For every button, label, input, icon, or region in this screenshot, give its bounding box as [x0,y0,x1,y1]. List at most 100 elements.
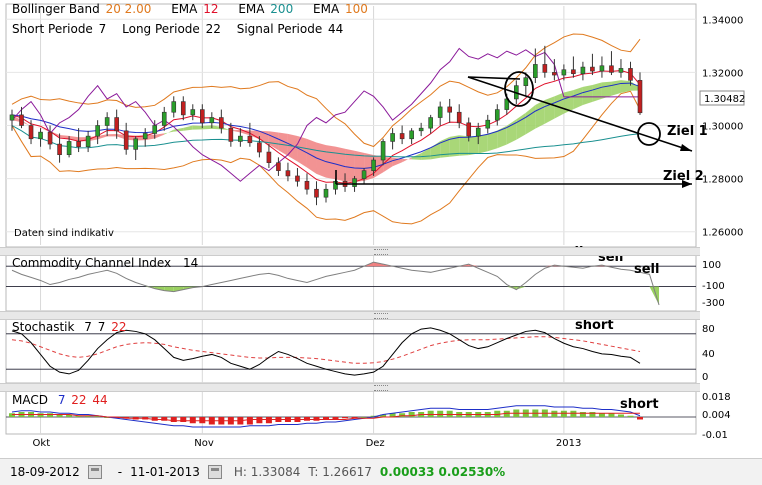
cloud-segment [59,135,70,139]
last-price-label: 1.30482 [704,94,745,105]
calendar-icon[interactable] [87,465,102,479]
splitter-grip [374,385,388,391]
cloud-segment [516,112,526,140]
cloud-segment [221,126,231,131]
price-tick-label: 1.32000 [702,68,743,79]
stoch-tick-label: 0 [702,372,708,383]
macd-signal-line [12,412,640,422]
candle-body [371,159,376,171]
macd-plot [6,405,696,428]
macd-histogram-bar [380,414,387,417]
cloud-segment [563,90,574,114]
macd-histogram-bar [37,413,44,417]
bollinger-params: 20 2.00 [105,2,152,16]
candle-body [475,127,481,137]
candle-body [390,133,395,142]
candle-body [152,125,158,134]
cloud-segment [402,157,412,163]
cloud-segment [468,135,479,156]
candle-body [257,142,262,153]
cci-label: Commodity Channel Index [12,256,172,270]
panel-splitter-2[interactable] [0,311,700,320]
ema2-label: EMA [238,2,265,16]
cloud-segment [335,146,346,182]
ema2-period: 200 [270,2,294,16]
date-separator: - [117,465,123,479]
cloud-segment [535,100,545,129]
ema3-label: EMA [313,2,340,16]
stoch-d-line [11,336,641,364]
calendar-icon[interactable] [207,465,222,479]
candle-body [57,143,62,156]
candle-body [180,101,186,116]
cloud-segment [582,84,593,106]
macd-signal: 44 [92,393,108,407]
candle-body [123,130,129,150]
start-date: 18-09-2012 [10,465,80,479]
stochastic-plot [6,327,696,376]
cloud-segment [345,148,355,182]
cloud-segment [164,129,174,135]
cloud-segment [69,135,79,142]
candle-body [590,66,595,72]
long-period-label: Long Periode [122,22,200,36]
macd-histogram-bar [617,414,624,417]
cci-tick-label: -300 [702,298,725,309]
cloud-segment [107,134,117,137]
cloud-segment [240,130,250,136]
macd-histogram-bar [332,417,339,420]
cci-period: 14 [182,256,199,270]
cloud-segment [306,138,317,174]
panel-splitter-1[interactable] [0,247,700,256]
panel-splitter-3[interactable] [0,383,700,392]
candle-body [580,66,586,75]
highlight-circle [504,71,534,107]
candle-body [247,135,253,144]
macd-histogram-bar [361,417,368,418]
macd-histogram-bar [427,410,434,417]
target-2-label: Ziel 2 [663,169,704,184]
macd-histogram-bar [161,417,168,421]
candle-body [428,117,433,129]
change-value: 0.00033 [379,465,435,479]
x-tick-label: Nov [194,438,214,449]
macd-histogram-bar [627,415,634,417]
candle-body [618,68,624,73]
macd-histogram-bar [570,410,577,417]
macd-histogram-bar [399,413,406,417]
main-legend-row1: Bollinger Band 20 2.00 EMA 12 EMA 200 EM… [12,2,370,16]
short-label: short [575,318,614,333]
cloud-segment [31,126,41,129]
candle-body [399,133,405,140]
target-circle [637,122,661,146]
stoch-tick-label: 40 [702,349,715,360]
x-tick-label: Dez [366,438,385,449]
cloud-segment [88,135,98,142]
low-value: T: 1.26617 [308,465,372,479]
candle-body [266,151,272,163]
end-date: 11-01-2013 [130,465,200,479]
macd-histogram-bar [256,417,263,424]
macd-histogram-bar [66,414,73,417]
macd-histogram-bar [180,417,187,422]
stoch-label: Stochastik [12,320,75,334]
candle-body [114,117,119,132]
cci-oversold-fill [164,286,174,292]
cloud-segment [573,86,583,110]
cloud-segment [192,125,203,130]
candle-body [352,178,357,187]
macd-slow: 22 [71,393,87,407]
cloud-segment [287,133,298,162]
stoch-smooth: 22 [111,320,127,334]
macd-histogram-bar [598,413,605,417]
cloud-segment [183,125,193,131]
cloud-segment [354,150,365,182]
cloud-segment [211,125,222,130]
cci-oversold-fill [649,286,660,305]
macd-histogram-bar [9,413,15,417]
cci-panel [5,253,697,312]
candle-body [447,106,452,113]
cloud-segment [145,134,155,141]
cloud-segment [506,119,517,145]
price-tick-label: 1.26000 [702,228,743,239]
